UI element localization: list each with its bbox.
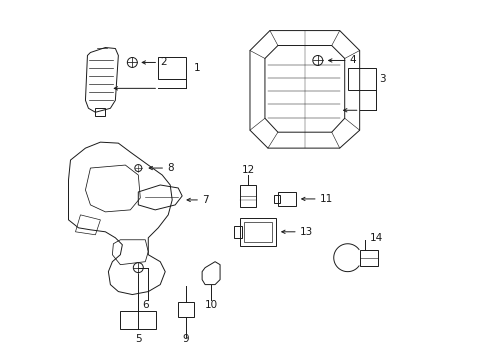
- Bar: [277, 192, 295, 206]
- Text: 5: 5: [135, 334, 142, 345]
- Bar: [273, 195, 279, 203]
- Bar: [240, 185, 255, 207]
- Bar: [120, 311, 156, 329]
- Bar: [240, 218, 275, 246]
- Text: 1: 1: [194, 63, 201, 73]
- Bar: [178, 302, 194, 318]
- Text: 14: 14: [369, 233, 382, 243]
- Text: 6: 6: [142, 300, 148, 310]
- Bar: [158, 58, 186, 80]
- Text: 4: 4: [349, 55, 356, 66]
- Bar: [234, 226, 242, 238]
- Text: 3: 3: [379, 75, 386, 84]
- Text: 10: 10: [204, 300, 217, 310]
- Bar: [347, 68, 375, 90]
- Text: 9: 9: [183, 334, 189, 345]
- Text: 8: 8: [167, 163, 174, 173]
- Text: 13: 13: [299, 227, 312, 237]
- Bar: [244, 222, 271, 242]
- Bar: [359, 250, 377, 266]
- Text: 2: 2: [160, 58, 166, 67]
- Text: 11: 11: [319, 194, 332, 204]
- Text: 7: 7: [202, 195, 208, 205]
- Text: 12: 12: [241, 165, 254, 175]
